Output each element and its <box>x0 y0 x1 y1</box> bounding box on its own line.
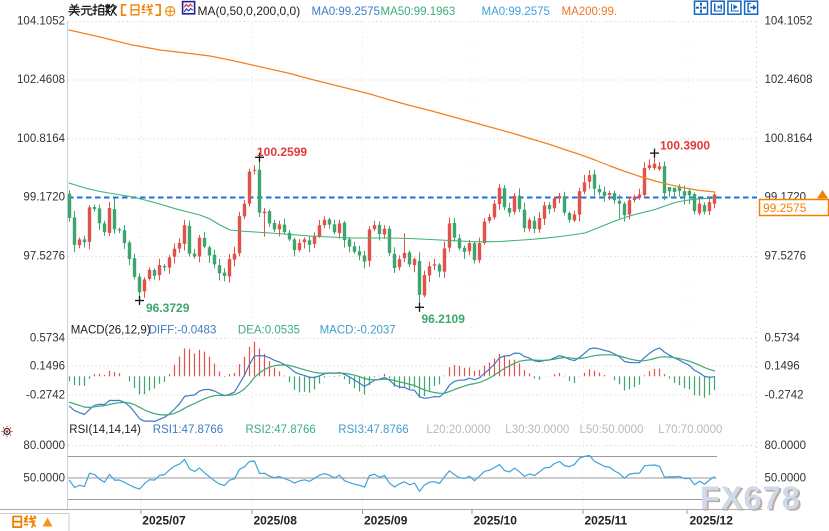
svg-text:80.0000: 80.0000 <box>23 440 65 452</box>
svg-text:DIFF:-0.0483: DIFF:-0.0483 <box>149 325 217 337</box>
svg-text:80.0000: 80.0000 <box>765 440 807 452</box>
svg-text:FX678: FX678 <box>702 481 803 517</box>
svg-text:MA0:99.2575: MA0:99.2575 <box>312 6 380 18</box>
svg-text:100.3900: 100.3900 <box>660 139 710 153</box>
svg-text:2025/08: 2025/08 <box>254 514 298 528</box>
svg-text:2025/10: 2025/10 <box>474 514 518 528</box>
svg-text:MACD(26,12,9): MACD(26,12,9) <box>71 325 151 337</box>
svg-text:2025/12: 2025/12 <box>690 514 734 528</box>
svg-text:-0.2742: -0.2742 <box>765 389 804 401</box>
svg-text:104.1052: 104.1052 <box>765 16 813 28</box>
svg-text:96.3729: 96.3729 <box>146 301 190 315</box>
svg-text:DEA:0.0535: DEA:0.0535 <box>238 325 300 337</box>
svg-text:100.8164: 100.8164 <box>17 133 66 145</box>
svg-text:0.5734: 0.5734 <box>765 332 801 344</box>
svg-text:0.1496: 0.1496 <box>765 360 800 372</box>
svg-text:99.1720: 99.1720 <box>23 192 65 204</box>
svg-text:RSI1:47.8766: RSI1:47.8766 <box>153 424 223 436</box>
svg-text:2025/09: 2025/09 <box>364 514 408 528</box>
svg-text:100.8164: 100.8164 <box>765 133 814 145</box>
svg-text:50.0000: 50.0000 <box>765 473 807 485</box>
svg-text:2025/11: 2025/11 <box>585 514 628 528</box>
svg-text:L50:50.0000: L50:50.0000 <box>580 424 644 436</box>
svg-text:96.2109: 96.2109 <box>422 312 466 326</box>
svg-text:L70:70.0000: L70:70.0000 <box>658 424 722 436</box>
svg-text:2025/07: 2025/07 <box>142 514 186 528</box>
svg-text:MACD:-0.2037: MACD:-0.2037 <box>320 325 396 337</box>
svg-text:MA(0,50,0,200,0,0): MA(0,50,0,200,0,0) <box>198 4 301 18</box>
svg-text:97.5276: 97.5276 <box>765 250 807 262</box>
svg-text:100.2599: 100.2599 <box>257 145 307 159</box>
svg-text:MA0:99.2575: MA0:99.2575 <box>482 6 550 18</box>
svg-text:0.1496: 0.1496 <box>30 360 65 372</box>
svg-text:50.0000: 50.0000 <box>23 473 65 485</box>
svg-text:102.4608: 102.4608 <box>17 74 65 86</box>
svg-text:0.5734: 0.5734 <box>30 332 66 344</box>
svg-text:RSI(14,14,14): RSI(14,14,14) <box>69 424 141 436</box>
svg-text:MA50:99.1963: MA50:99.1963 <box>381 6 456 18</box>
svg-text:104.1052: 104.1052 <box>17 16 65 28</box>
svg-text:L20:20.0000: L20:20.0000 <box>426 424 490 436</box>
svg-text:FX678: FX678 <box>700 480 801 516</box>
svg-text:-0.2742: -0.2742 <box>26 389 65 401</box>
svg-text:102.4608: 102.4608 <box>765 74 813 86</box>
svg-text:RSI3:47.8766: RSI3:47.8766 <box>338 424 408 436</box>
svg-text:97.5276: 97.5276 <box>23 250 65 262</box>
svg-text:RSI2:47.8766: RSI2:47.8766 <box>246 424 316 436</box>
svg-text:L30:30.0000: L30:30.0000 <box>505 424 569 436</box>
svg-text:99.2575: 99.2575 <box>763 201 807 215</box>
svg-text:MA200:99.: MA200:99. <box>562 6 618 18</box>
